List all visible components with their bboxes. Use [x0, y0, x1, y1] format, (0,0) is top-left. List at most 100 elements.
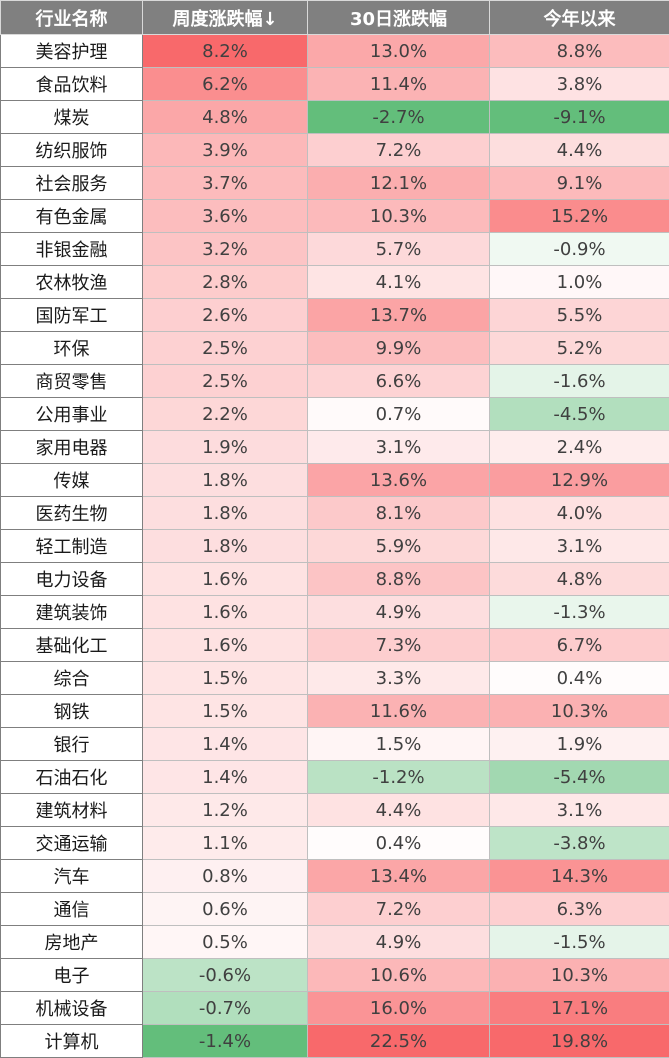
weekly-change-cell: 3.9% [143, 134, 308, 167]
thirty-day-change-cell: 10.3% [308, 200, 490, 233]
industry-name-cell: 建筑材料 [1, 794, 143, 827]
industry-name-cell: 机械设备 [1, 992, 143, 1025]
weekly-change-cell: 3.2% [143, 233, 308, 266]
ytd-change-cell: -5.4% [490, 761, 669, 794]
industry-name-cell: 环保 [1, 332, 143, 365]
weekly-change-cell: 1.8% [143, 530, 308, 563]
table-row: 计算机-1.4%22.5%19.8% [1, 1025, 669, 1058]
industry-name-cell: 社会服务 [1, 167, 143, 200]
ytd-change-cell: 1.0% [490, 266, 669, 299]
ytd-change-cell: 5.5% [490, 299, 669, 332]
ytd-change-cell: -3.8% [490, 827, 669, 860]
weekly-change-cell: 2.8% [143, 266, 308, 299]
industry-name-cell: 汽车 [1, 860, 143, 893]
industry-name-cell: 医药生物 [1, 497, 143, 530]
thirty-day-change-cell: 4.1% [308, 266, 490, 299]
ytd-change-cell: 3.8% [490, 68, 669, 101]
thirty-day-change-cell: -2.7% [308, 101, 490, 134]
weekly-change-cell: 0.8% [143, 860, 308, 893]
thirty-day-change-cell: 3.3% [308, 662, 490, 695]
ytd-change-cell: -0.9% [490, 233, 669, 266]
weekly-change-cell: 1.6% [143, 629, 308, 662]
thirty-day-change-cell: 7.2% [308, 893, 490, 926]
industry-name-cell: 农林牧渔 [1, 266, 143, 299]
ytd-change-cell: -1.3% [490, 596, 669, 629]
thirty-day-change-cell: 7.3% [308, 629, 490, 662]
thirty-day-change-cell: 5.7% [308, 233, 490, 266]
weekly-change-cell: 2.5% [143, 332, 308, 365]
ytd-change-cell: 3.1% [490, 530, 669, 563]
thirty-day-change-cell: 7.2% [308, 134, 490, 167]
weekly-change-cell: 1.6% [143, 563, 308, 596]
header-30day-change[interactable]: 30日涨跌幅 [308, 1, 490, 35]
header-ytd-change[interactable]: 今年以来 [490, 1, 669, 35]
industry-name-cell: 建筑装饰 [1, 596, 143, 629]
header-weekly-change[interactable]: 周度涨跌幅↓ [143, 1, 308, 35]
ytd-change-cell: 15.2% [490, 200, 669, 233]
industry-name-cell: 家用电器 [1, 431, 143, 464]
ytd-change-cell: -1.5% [490, 926, 669, 959]
industry-name-cell: 非银金融 [1, 233, 143, 266]
ytd-change-cell: 4.4% [490, 134, 669, 167]
ytd-change-cell: 10.3% [490, 959, 669, 992]
weekly-change-cell: 1.6% [143, 596, 308, 629]
industry-name-cell: 石油石化 [1, 761, 143, 794]
weekly-change-cell: 2.6% [143, 299, 308, 332]
industry-name-cell: 传媒 [1, 464, 143, 497]
weekly-change-cell: -0.6% [143, 959, 308, 992]
thirty-day-change-cell: -1.2% [308, 761, 490, 794]
industry-name-cell: 银行 [1, 728, 143, 761]
weekly-change-cell: 1.1% [143, 827, 308, 860]
ytd-change-cell: 12.9% [490, 464, 669, 497]
thirty-day-change-cell: 9.9% [308, 332, 490, 365]
weekly-change-cell: 1.2% [143, 794, 308, 827]
ytd-change-cell: 14.3% [490, 860, 669, 893]
ytd-change-cell: -1.6% [490, 365, 669, 398]
weekly-change-cell: 3.7% [143, 167, 308, 200]
industry-name-cell: 电子 [1, 959, 143, 992]
weekly-change-cell: 4.8% [143, 101, 308, 134]
ytd-change-cell: 4.8% [490, 563, 669, 596]
thirty-day-change-cell: 16.0% [308, 992, 490, 1025]
thirty-day-change-cell: 0.7% [308, 398, 490, 431]
thirty-day-change-cell: 13.4% [308, 860, 490, 893]
industry-name-cell: 食品饮料 [1, 68, 143, 101]
weekly-change-cell: 8.2% [143, 35, 308, 68]
thirty-day-change-cell: 13.0% [308, 35, 490, 68]
weekly-change-cell: 1.9% [143, 431, 308, 464]
industry-name-cell: 交通运输 [1, 827, 143, 860]
ytd-change-cell: 8.8% [490, 35, 669, 68]
weekly-change-cell: 1.4% [143, 728, 308, 761]
ytd-change-cell: -4.5% [490, 398, 669, 431]
thirty-day-change-cell: 11.4% [308, 68, 490, 101]
ytd-change-cell: 17.1% [490, 992, 669, 1025]
thirty-day-change-cell: 4.9% [308, 926, 490, 959]
weekly-change-cell: 2.5% [143, 365, 308, 398]
thirty-day-change-cell: 11.6% [308, 695, 490, 728]
weekly-change-cell: 1.4% [143, 761, 308, 794]
thirty-day-change-cell: 13.7% [308, 299, 490, 332]
thirty-day-change-cell: 6.6% [308, 365, 490, 398]
ytd-change-cell: 5.2% [490, 332, 669, 365]
thirty-day-change-cell: 0.4% [308, 827, 490, 860]
header-industry-name[interactable]: 行业名称 [1, 1, 143, 35]
weekly-change-cell: 6.2% [143, 68, 308, 101]
weekly-change-cell: 1.8% [143, 497, 308, 530]
